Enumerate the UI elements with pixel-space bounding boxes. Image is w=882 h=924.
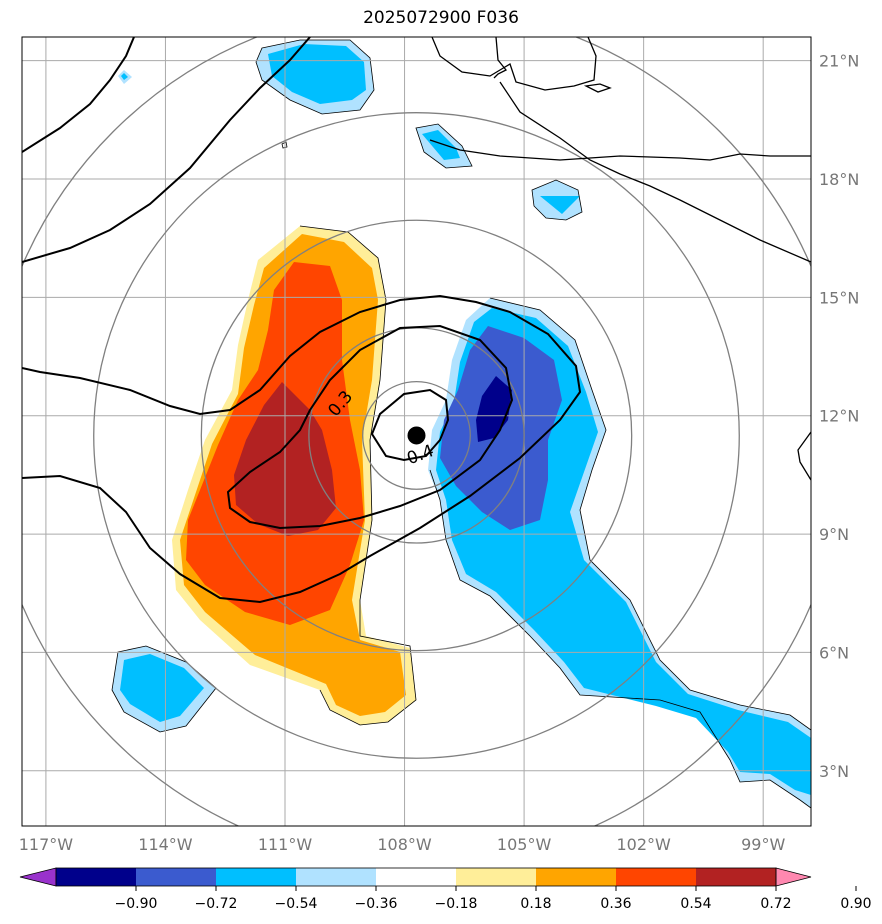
storm-center-marker[interactable]	[407, 426, 426, 445]
coastlines	[429, 37, 811, 481]
contour-line-0.2-outer	[22, 294, 582, 604]
colorbar-tick-label: −0.72	[195, 896, 238, 912]
outline-contours	[111, 39, 811, 809]
cold-anomaly-0.72	[476, 376, 512, 442]
colorbar-segment	[216, 868, 297, 886]
colorbar-segment	[536, 868, 617, 886]
colorbar-tick-label: −0.90	[115, 896, 158, 912]
colorbar-segment	[56, 868, 137, 886]
graticule	[22, 37, 811, 826]
colorbar-tick-label: 0.90	[840, 896, 871, 912]
colorbar-segment	[616, 868, 697, 886]
lat-tick-label: 18°N	[819, 170, 859, 189]
latitude-tick-labels: 3°N 6°N 9°N 12°N 15°N 18°N 21°N	[819, 52, 859, 781]
colorbar-extend-low	[19, 867, 57, 887]
longitude-tick-labels: 117°W 114°W 111°W 108°W 105°W 102°W 99°W	[19, 835, 786, 854]
range-ring	[200, 219, 633, 652]
colorbar-segment	[456, 868, 537, 886]
lon-tick-label: 111°W	[258, 835, 313, 854]
range-ring	[362, 380, 471, 490]
lon-tick-label: 114°W	[138, 835, 193, 854]
plot-frame	[21, 36, 812, 827]
lat-tick-label: 21°N	[819, 52, 859, 71]
lat-tick-label: 3°N	[819, 762, 849, 781]
lon-tick-label: 108°W	[377, 835, 432, 854]
colorbar-extend-high	[775, 867, 812, 887]
lon-tick-label: 105°W	[497, 835, 552, 854]
colorbar-tick-label: −0.18	[435, 896, 478, 912]
colorbar-tick-label: −0.36	[355, 896, 398, 912]
shaded-field	[112, 40, 811, 808]
colorbar-segment	[376, 868, 457, 886]
map-title: 2025072900 F036	[363, 8, 519, 28]
contour-north-2	[22, 37, 311, 263]
colorbar-tick-label: 0.72	[760, 896, 791, 912]
colorbar-tick-label: −0.54	[275, 896, 318, 912]
lat-tick-label: 15°N	[819, 288, 859, 307]
colorbar-tick-label: 0.36	[600, 896, 631, 912]
colorbar-segment	[136, 868, 217, 886]
contour-line-0.4	[370, 388, 450, 462]
thick-contours	[22, 37, 582, 604]
lon-tick-label: 99°W	[741, 835, 785, 854]
colorbar-segment	[296, 868, 377, 886]
contour-line-0.3	[226, 324, 514, 530]
lat-tick-label: 9°N	[819, 525, 849, 544]
colorbar-segment	[696, 868, 777, 886]
contour-north-1	[22, 37, 135, 153]
colorbar-tick-label: 0.18	[520, 896, 551, 912]
lon-tick-label: 102°W	[616, 835, 671, 854]
colorbar-tick-label: 0.54	[680, 896, 711, 912]
lon-tick-label: 117°W	[19, 835, 74, 854]
colorbar: −0.90 −0.72 −0.54 −0.36 −0.18 0.18 0.36 0.54 0.7…	[19, 867, 872, 912]
lat-tick-label: 12°N	[819, 407, 859, 426]
range-ring	[93, 112, 740, 759]
lat-tick-label: 6°N	[819, 643, 849, 662]
